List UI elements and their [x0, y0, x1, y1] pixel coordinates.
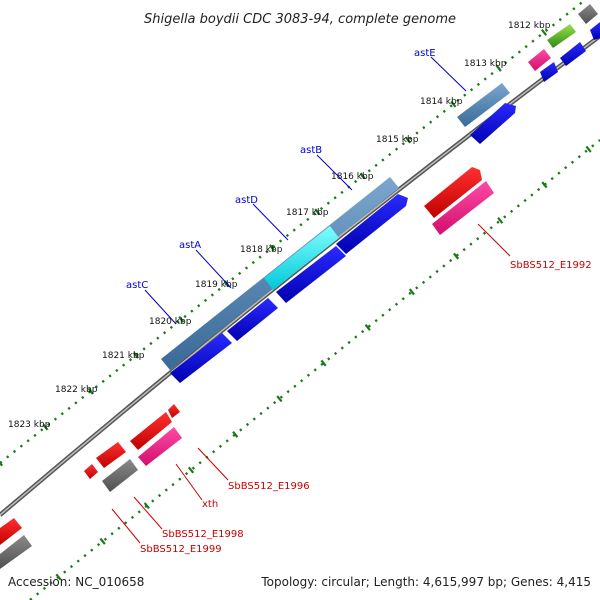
gene-label-astE[interactable]: astE [414, 48, 436, 59]
gene-arrow-astA[interactable] [227, 298, 278, 341]
feature-astD-cyan-box[interactable] [264, 226, 339, 290]
gene-labels-top: astE astB astD astA astC [126, 48, 436, 291]
kbp-label: 1817 kbp [286, 208, 329, 218]
gene-box-gray-E1999[interactable] [102, 459, 138, 492]
major-tick [541, 181, 548, 189]
major-tick [408, 288, 415, 296]
major-tick [132, 351, 140, 359]
major-tick [320, 359, 327, 367]
gene-arrow-astE[interactable] [470, 103, 516, 144]
feature-green-gene[interactable] [547, 24, 576, 48]
gene-arrow-astB[interactable] [336, 194, 408, 254]
gene-labels-bottom: SbBS512_E1992 SbBS512_E1996 xth SbBS512_… [140, 260, 592, 555]
major-ticks-top [0, 28, 548, 467]
major-tick [276, 395, 283, 403]
gene-arrow-red-edge[interactable] [0, 518, 22, 545]
gene-label-E1996[interactable]: SbBS512_E1996 [228, 481, 310, 492]
gene-arrow-red-E1998[interactable] [96, 442, 126, 468]
gene-arrow-astC[interactable] [170, 333, 232, 383]
feature-pink-small[interactable] [528, 49, 551, 71]
gene-box-gray-edge[interactable] [0, 535, 32, 569]
major-tick [232, 430, 239, 438]
major-tick [42, 423, 49, 431]
major-tick [0, 461, 4, 467]
major-tick [314, 208, 321, 216]
major-tick [268, 244, 276, 252]
major-tick [187, 466, 195, 474]
major-tick [453, 252, 460, 260]
kbp-label: 1823 kbp [8, 420, 51, 430]
label-leader-lines [111, 56, 511, 544]
kbp-label: 1813 kbp [464, 59, 507, 69]
feature-astE-box[interactable] [457, 83, 510, 127]
gene-box-pink-E1992[interactable] [432, 181, 494, 235]
major-tick [450, 100, 457, 108]
feature-track-outer [161, 4, 598, 370]
major-tick [364, 324, 371, 331]
major-tick [87, 387, 94, 395]
accession-text: Accession: NC_010658 [8, 575, 144, 589]
gene-label-xth[interactable]: xth [202, 499, 218, 510]
gene-label-astB[interactable]: astB [300, 145, 322, 156]
kbp-label: 1818 kbp [240, 245, 283, 255]
major-tick [495, 64, 502, 72]
gene-arrow-red-left[interactable] [84, 464, 98, 479]
feature-track-blue [170, 22, 600, 383]
major-tick [585, 145, 592, 153]
gene-label-E1999[interactable]: SbBS512_E1999 [140, 544, 222, 555]
feature-track-lower [0, 167, 494, 569]
major-tick [99, 537, 106, 545]
gene-label-astA[interactable]: astA [179, 240, 201, 251]
gene-label-E1998[interactable]: SbBS512_E1998 [162, 529, 244, 540]
gene-arrow-top-right-2[interactable] [540, 62, 558, 82]
feature-top-right-gray[interactable] [578, 4, 598, 24]
gene-arrow-astD[interactable] [276, 246, 346, 303]
gene-label-astD[interactable]: astD [235, 195, 258, 206]
major-tick [541, 28, 548, 36]
gene-arrow-red-E1996[interactable] [130, 412, 172, 450]
major-tick [178, 316, 185, 323]
kbp-label: 1812 kbp [508, 21, 551, 31]
gene-label-E1992[interactable]: SbBS512_E1992 [510, 260, 592, 271]
gene-label-astC[interactable]: astC [126, 280, 148, 291]
kbp-label: 1815 kbp [376, 135, 419, 145]
topology-text: Topology: circular; Length: 4,615,997 bp… [260, 575, 591, 589]
kbp-label: 1821 kbp [102, 351, 145, 361]
major-ticks-bottom [55, 145, 592, 581]
major-tick [405, 136, 412, 144]
kbp-label: 1820 kbp [149, 317, 192, 327]
major-tick [143, 502, 150, 510]
gene-arrow-top-right-3[interactable] [590, 22, 600, 40]
kbp-label: 1816 kbp [331, 172, 374, 182]
kbp-labels: 1812 kbp 1813 kbp 1814 kbp 1815 kbp 1816… [8, 21, 551, 430]
kbp-label: 1814 kbp [420, 97, 463, 107]
gene-arrow-red-small[interactable] [168, 404, 180, 418]
major-tick [55, 573, 62, 581]
major-tick [497, 217, 504, 224]
kbp-label: 1819 kbp [195, 280, 238, 290]
major-tick [359, 172, 366, 180]
scale-dots-bottom [29, 139, 600, 600]
gene-box-pink-xth[interactable] [138, 427, 182, 466]
gene-arrow-red-E1992[interactable] [424, 167, 482, 218]
kbp-label: 1822 kbp [55, 385, 98, 395]
gene-arrow-top-right-1[interactable] [560, 42, 586, 66]
map-title: Shigella boydii CDC 3083-94, complete ge… [144, 12, 456, 27]
